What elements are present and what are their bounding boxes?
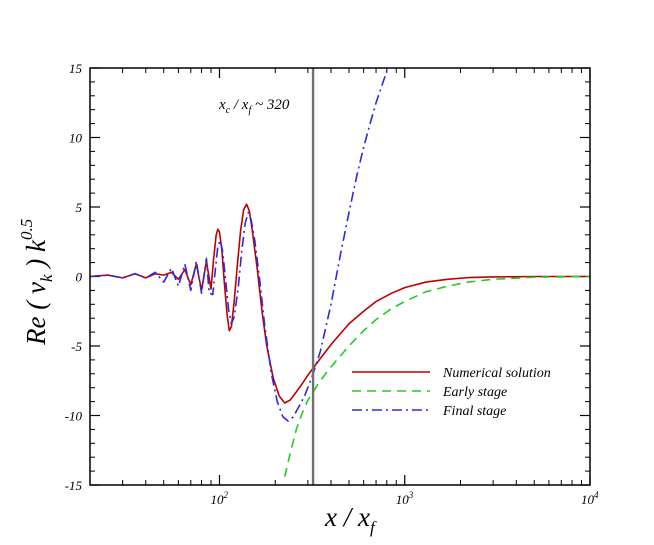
y-axis-title-sup: 0.5	[17, 219, 36, 240]
y-tick-label: -15	[65, 478, 83, 493]
annotation-x-sub: c	[226, 105, 231, 116]
x-tick-label: 102	[210, 490, 228, 507]
y-tick-label: 15	[69, 61, 83, 76]
x-tick-label: 103	[396, 490, 414, 507]
series-line-solid	[90, 203, 590, 404]
legend: Numerical solution Early stage Final sta…	[352, 366, 551, 419]
series-line-dashdot	[90, 68, 389, 422]
y-axis-title-sub: k	[37, 274, 56, 282]
y-axis-title-rest: ) k	[21, 239, 51, 274]
annotation-rest: ~ 320	[251, 97, 290, 113]
series-layer	[90, 68, 590, 477]
annotation-x: x	[218, 97, 226, 113]
y-axis-title-main: Re ( v	[21, 282, 51, 346]
legend-label-numerical: Numerical solution	[442, 366, 551, 381]
annotation-mid: / x	[230, 97, 249, 113]
x-axis-title-sub: f	[370, 518, 377, 537]
x-tick-label-base: 10	[210, 492, 224, 507]
x-tick-label-exp: 4	[594, 490, 599, 500]
y-tick-label: -10	[65, 409, 83, 424]
y-tick-label: -5	[71, 339, 82, 354]
x-tick-label-base: 10	[581, 492, 595, 507]
x-axis-title: x / xf	[324, 502, 377, 537]
plot-frame	[89, 67, 591, 486]
y-tick-label: 10	[69, 131, 83, 146]
y-axis-title: Re ( vk ) k0.5	[17, 219, 56, 346]
x-tick-label: 104	[581, 490, 599, 507]
y-tick-label: 5	[76, 200, 83, 215]
x-axis-title-main: x / x	[324, 502, 370, 532]
legend-label-early: Early stage	[442, 385, 507, 400]
series-line-dashed	[283, 275, 590, 477]
legend-label-final: Final stage	[442, 404, 506, 419]
x-tick-label-exp: 3	[408, 490, 414, 500]
x-tick-label-exp: 2	[223, 490, 228, 500]
y-tick-label: 0	[76, 270, 83, 285]
critical-point-annotation: xc / xf ~ 320	[218, 97, 290, 116]
x-tick-label-base: 10	[396, 492, 410, 507]
annotation-f-sub: f	[248, 105, 252, 116]
